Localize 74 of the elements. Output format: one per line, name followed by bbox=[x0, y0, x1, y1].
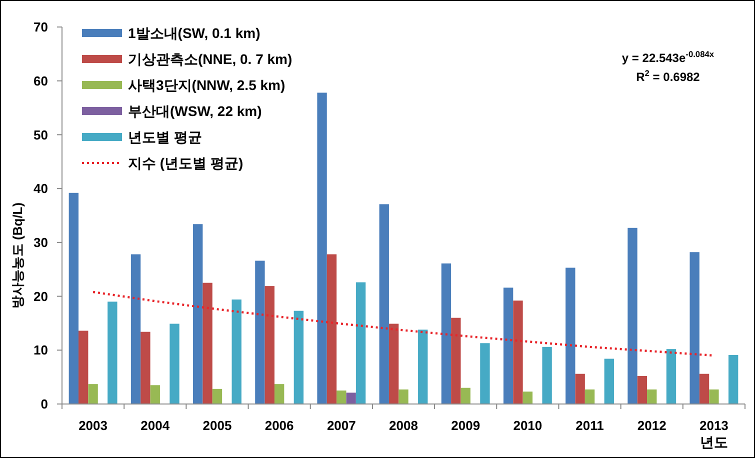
bar bbox=[388, 324, 399, 404]
x-tick-label: 2004 bbox=[140, 418, 170, 433]
bar bbox=[346, 392, 356, 404]
y-tick-label: 20 bbox=[34, 288, 48, 304]
bar bbox=[666, 349, 676, 404]
annotation: R$^{2}$ = 0.6982 bbox=[636, 68, 700, 84]
x-axis-title: 년도 bbox=[700, 434, 728, 450]
bar bbox=[542, 346, 552, 404]
legend-label: 부산대(WSW, 22 km) bbox=[128, 102, 262, 119]
y-tick-label: 10 bbox=[34, 342, 48, 358]
x-tick-label: 2011 bbox=[576, 418, 604, 433]
bar bbox=[170, 324, 180, 404]
bar bbox=[584, 389, 595, 404]
bar bbox=[294, 310, 304, 404]
bar bbox=[130, 254, 141, 404]
bar bbox=[699, 374, 710, 404]
x-tick-label: 2008 bbox=[389, 418, 418, 433]
bar bbox=[709, 389, 719, 404]
bar bbox=[326, 254, 337, 404]
bar bbox=[202, 282, 212, 404]
bar bbox=[88, 384, 98, 404]
bar bbox=[513, 300, 523, 404]
y-tick-label: 30 bbox=[34, 234, 48, 250]
bar bbox=[336, 390, 346, 404]
bar bbox=[690, 252, 700, 404]
bar bbox=[604, 358, 614, 404]
bar bbox=[108, 302, 118, 404]
x-tick-label: 2006 bbox=[264, 418, 294, 433]
bar bbox=[451, 318, 461, 404]
x-tick-label: 2007 bbox=[326, 418, 356, 433]
legend-label: 기상관측소(NNE, 0. 7 km) bbox=[128, 50, 292, 67]
legend-label: 지수 (년도별 평균) bbox=[128, 154, 244, 171]
bar bbox=[78, 330, 88, 404]
bar bbox=[356, 282, 366, 404]
bar bbox=[522, 392, 533, 404]
bar bbox=[317, 92, 327, 404]
bar bbox=[637, 376, 648, 404]
bar bbox=[193, 224, 203, 404]
y-axis-title: 방사능농도 (Bq/L) bbox=[10, 202, 25, 309]
y-tick-label: 0 bbox=[40, 396, 48, 412]
bar bbox=[575, 374, 585, 404]
bar bbox=[418, 330, 428, 404]
bar bbox=[150, 385, 160, 404]
x-tick-label: 2013 bbox=[699, 418, 728, 433]
annotation: y = 22.543e$^{-0.084x}$ bbox=[622, 49, 714, 65]
bar bbox=[255, 260, 265, 404]
bar bbox=[68, 192, 79, 404]
x-tick-label: 2005 bbox=[202, 418, 232, 433]
y-tick-label: 70 bbox=[34, 20, 48, 35]
x-tick-label: 2010 bbox=[513, 418, 542, 433]
bar bbox=[379, 204, 389, 404]
bar bbox=[441, 263, 452, 404]
y-tick-label: 60 bbox=[34, 73, 48, 88]
x-tick-label: 2009 bbox=[451, 418, 480, 433]
bar bbox=[628, 228, 638, 404]
bar bbox=[480, 343, 490, 404]
bar bbox=[232, 300, 242, 404]
bar bbox=[460, 388, 470, 404]
y-tick-label: 50 bbox=[34, 127, 48, 142]
legend-label: 사택3단지(NNW, 2.5 km) bbox=[128, 76, 286, 93]
bar bbox=[140, 332, 150, 404]
bar bbox=[566, 268, 576, 404]
y-tick-label: 40 bbox=[34, 181, 48, 196]
bar bbox=[398, 389, 408, 404]
bar bbox=[728, 354, 738, 404]
bar bbox=[212, 388, 222, 404]
x-tick-label: 2012 bbox=[637, 418, 666, 433]
bar bbox=[274, 384, 284, 404]
x-tick-label: 2003 bbox=[78, 418, 108, 433]
bar bbox=[503, 288, 514, 404]
legend-label: 1발소내(SW, 0.1 km) bbox=[128, 24, 260, 41]
legend-label: 년도별 평균 bbox=[128, 128, 202, 145]
bar bbox=[647, 389, 657, 404]
bar bbox=[264, 286, 274, 404]
